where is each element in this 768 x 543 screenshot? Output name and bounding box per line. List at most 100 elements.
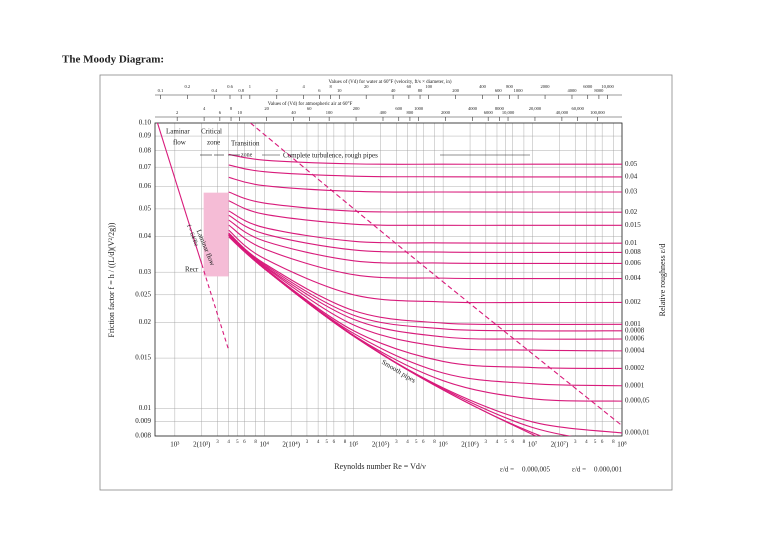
y-tick-label: 0.08 [139,146,152,154]
series-label: 0.004 [625,274,641,282]
x-tick-label: 3 [216,440,219,445]
top-axis-tick-label: 1 [249,84,251,89]
annotation: Complete turbulence, rough pipes [283,152,378,160]
annotation: zone [207,139,220,147]
x-tick-label: 2(10³) [193,441,211,449]
top-axis-tick-label: 60 [407,84,412,89]
roughness-curve [228,236,538,436]
top-axis-tick-label: 600 [495,88,503,93]
y2-axis-title: Relative roughness ε/d [658,244,667,317]
x-tick-label: 10⁶ [438,441,448,449]
top-axis-tick-label: 10,000 [502,110,515,116]
x-tick-label: 8 [523,440,526,445]
x-tick-label: 5 [415,440,418,445]
top-axis-tick-label: 8000 [594,88,604,93]
series-label: 0.008 [625,248,641,256]
top-axis-tick-label: 8000 [495,106,505,111]
x-tick-label: 10⁷ [528,441,538,449]
top-axis-tick-label: 400 [479,84,487,89]
series-label: 0.006 [625,259,641,267]
x-tick-label: 10³ [170,441,179,449]
top-axis-tick-label: 1000 [414,106,424,111]
top-axis-tick-label: 2000 [541,84,551,89]
x-tick-label: 8 [344,440,347,445]
eps-prefix: ε/d = [500,466,514,474]
roughness-curve [228,229,622,304]
top-axis-tick-label: 10 [237,110,242,115]
x-tick-label: 4 [317,440,320,445]
roughness-curve [228,234,622,434]
x-tick-label: 3 [485,440,488,445]
top-axis-tick-label: 2 [276,88,278,93]
series-label: 0.05 [625,160,638,168]
y-tick-label: 0.01 [139,404,152,412]
top-axis-tick-label: 8 [329,84,332,89]
x-tick-label: 5 [326,440,329,445]
roughness-curve [228,164,622,178]
roughness-curve [228,214,622,253]
top-axis-tick-label: 2 [176,110,178,115]
roughness-curve [228,176,622,193]
series-label: 0.000,001 [594,466,623,474]
x-tick-label: 10⁸ [617,441,627,449]
series-label: 0.0004 [625,346,645,354]
roughness-curve [228,200,622,226]
x-tick-label: 4 [227,440,230,445]
top-axis-tick-label: 8 [230,106,233,111]
top-axis-tick-label: 100,000 [590,110,605,116]
x-tick-label: 2(10⁷) [551,441,569,449]
series-label: 0.0008 [625,326,645,334]
series-label: 0.02 [625,208,638,216]
y-tick-label: 0.10 [139,119,152,127]
top-axis-tick-label: 800 [407,110,415,115]
series-label: 0.04 [625,173,638,181]
top-axis-tick-label: 0.6 [227,84,233,89]
series-label: 0.000,05 [625,397,650,405]
series-label: 0.002 [625,298,641,306]
series-label: 0.001 [625,320,641,328]
top-axis-tick-label: 400 [380,110,388,115]
x-tick-label: 3 [395,440,398,445]
top-axis-tick-label: 6 [318,88,321,93]
top-axis-tick-label: 100 [326,110,334,115]
roughness-curve [228,233,622,332]
top-axis-tick-label: 20,000 [529,106,542,112]
series-label: 0.03 [625,188,638,196]
x-tick-label: 3 [574,440,577,445]
roughness-curve [228,224,622,280]
series-label: 0.0006 [625,335,645,343]
x-tick-label: 2(10⁴) [282,441,300,449]
top-axis-tick-label: 10,000 [601,84,614,90]
y-tick-label: 0.04 [139,232,152,240]
top-axis-tick-label: 0.4 [211,88,217,93]
top-axis-tick-label: 60,000 [571,106,584,112]
annotation: Critical [201,128,222,136]
top-axis-tick-label: 60 [307,106,312,111]
top-axis-tick-label: 6 [219,110,222,115]
top-axis-tick-label: 80 [418,88,423,93]
figure-frame [99,74,673,491]
top-axis-tick-label: 0.1 [158,88,164,93]
plot-frame [154,122,623,437]
y-tick-label: 0.02 [139,318,152,326]
series-label: 0.0001 [625,381,645,389]
x-tick-label: 4 [406,440,409,445]
top-axis-tick-label: 800 [506,84,514,89]
annotation: Transition [231,140,260,148]
top-axis-tick-label: 6000 [583,84,593,89]
top-axis-tick-label: 200 [353,106,361,111]
y-tick-label: 0.008 [135,432,151,440]
y-tick-label: 0.015 [135,354,151,362]
top-axis-tick-label: 100 [425,84,433,89]
roughness-curve [228,234,622,402]
x-tick-label: 6 [333,440,336,445]
x-axis-title: Reynolds number Re = Vd/ν [334,462,426,471]
annotation: Laminar [166,128,190,136]
x-tick-label: 4 [585,440,588,445]
series-label: 0.000,01 [625,429,650,437]
annotation: zone [241,152,253,158]
top-axis-tick-label: 40 [391,88,396,93]
x-tick-label: 2(10⁵) [372,441,390,449]
x-tick-label: 8 [612,440,615,445]
y-tick-label: 0.05 [139,205,152,213]
